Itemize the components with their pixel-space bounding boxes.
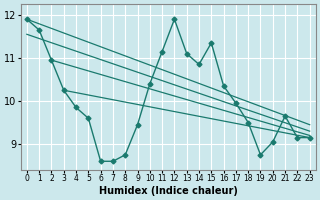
X-axis label: Humidex (Indice chaleur): Humidex (Indice chaleur) [99, 186, 238, 196]
